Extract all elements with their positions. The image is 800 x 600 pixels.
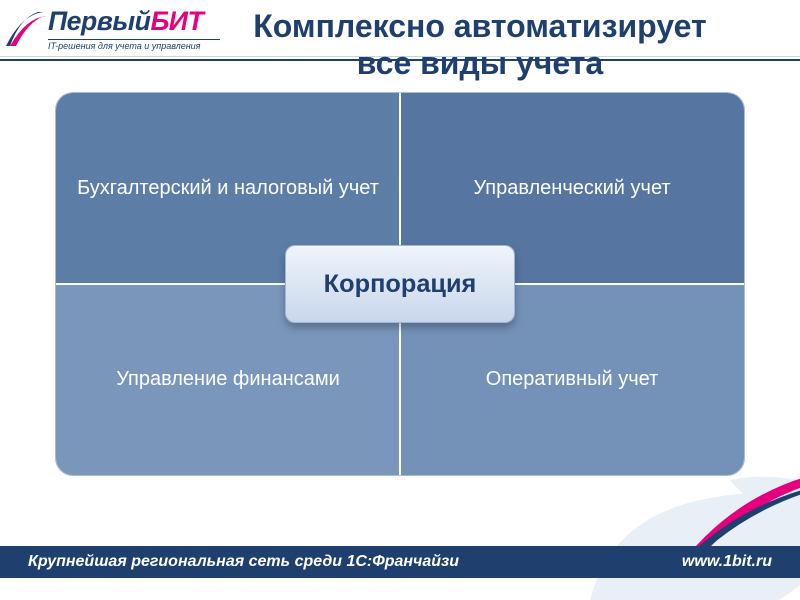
- footer-text-right: www.1bit.ru: [682, 553, 772, 571]
- footer-text-left: Крупнейшая региональная сеть среди 1С:Фр…: [28, 553, 459, 571]
- page-title: Комплексно автоматизирует все виды учета: [200, 8, 760, 82]
- title-line1: Комплексно автоматизирует: [253, 8, 706, 44]
- logo-swoosh-icon: [4, 6, 50, 52]
- title-line2: все виды учета: [357, 45, 603, 81]
- quadrant-diagram: Бухгалтерский и налоговый учет Управленч…: [55, 92, 745, 476]
- logo-tagline: IT-решения для учета и управления: [48, 39, 220, 51]
- logo-name-part2: БИТ: [150, 6, 203, 36]
- quad-tl-label: Бухгалтерский и налоговый учет: [77, 177, 379, 200]
- center-badge-label: Корпорация: [324, 270, 477, 299]
- quad-br-label: Оперативный учет: [486, 368, 658, 391]
- logo-name-part1: Первый: [48, 6, 150, 36]
- footer-bar: Крупнейшая региональная сеть среди 1С:Фр…: [0, 546, 800, 578]
- logo: ПервыйБИТ IT-решения для учета и управле…: [10, 6, 220, 54]
- logo-name: ПервыйБИТ: [48, 6, 220, 37]
- center-badge: Корпорация: [285, 245, 515, 323]
- quad-bl-label: Управление финансами: [116, 368, 340, 391]
- quad-tr-label: Управленческий учет: [473, 177, 670, 200]
